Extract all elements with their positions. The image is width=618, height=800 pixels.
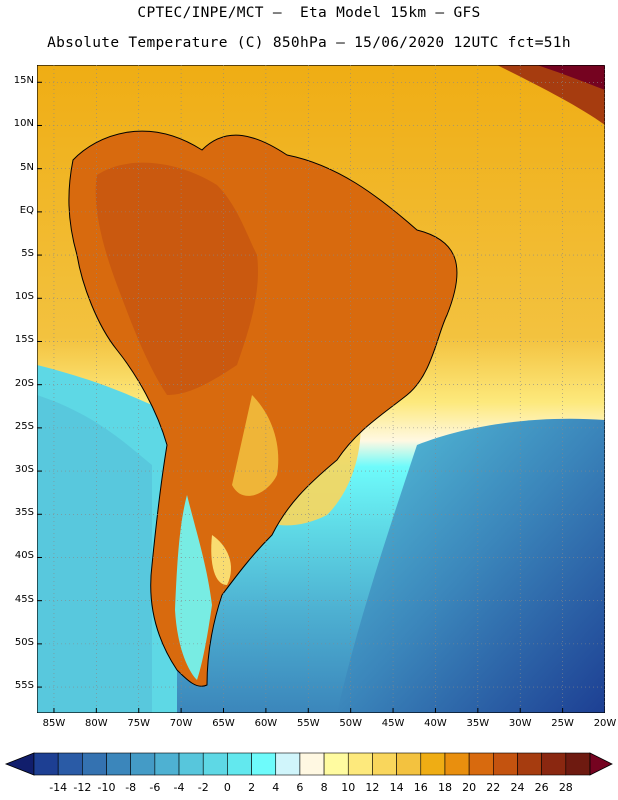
colorbar-swatch (251, 752, 277, 776)
colorbar-tick-label: 22 (486, 781, 501, 794)
amazon-warm-core (95, 162, 258, 395)
lat-tick-label: 25S (14, 420, 34, 432)
colorbar-swatch (130, 752, 156, 776)
lon-ticks (53, 708, 605, 713)
atlantic-cold-field (337, 418, 605, 713)
lon-tick-label: 25W (551, 718, 574, 729)
lat-tick-label: 15S (14, 334, 34, 346)
lon-tick-label: 30W (508, 718, 532, 729)
lon-tick-label: 65W (212, 718, 235, 729)
colorbar-tick-label: 2 (248, 781, 256, 794)
colorbar-swatch (493, 752, 518, 776)
andes-cold-field (175, 495, 212, 680)
colorbar-swatch (106, 752, 131, 776)
chart-title: CPTEC/INPE/MCT – Eta Model 15km – GFS (137, 5, 481, 21)
colorbar-tick-label: 24 (510, 781, 525, 794)
lat-tick-label: 20S (14, 377, 34, 389)
colorbar-tick-label: 28 (558, 781, 573, 794)
lon-tick-label: 60W (254, 718, 278, 729)
lat-tick-label: 40S (14, 550, 34, 562)
colorbar-swatch (372, 752, 397, 776)
colorbar-tick-label: -12 (73, 781, 92, 794)
colorbar-swatch (323, 752, 349, 776)
colorbar-tick-label: 10 (341, 781, 356, 794)
colorbar-swatch (82, 752, 107, 776)
colorbar-tick-label: 12 (365, 781, 380, 794)
colorbar-tick-label: -4 (173, 781, 185, 794)
patagonia-mild-field (211, 535, 232, 585)
lat-tick-label: 50S (14, 636, 34, 648)
colorbar-swatch (227, 752, 252, 776)
colorbar-swatch (565, 752, 591, 776)
colorbar-tick-label: 6 (296, 781, 304, 794)
colorbar-swatch (33, 752, 59, 776)
colorbar-swatch (444, 752, 470, 776)
colorbar-tick-label: -8 (125, 781, 137, 794)
colorbar-overflow-triangle (589, 752, 613, 776)
colorbar-tick-label: 8 (320, 781, 328, 794)
lon-tick-label: 45W (381, 718, 405, 729)
colorbar-tick-label: 18 (437, 781, 452, 794)
lon-tick-label: 85W (42, 718, 66, 729)
colorbar-swatch (347, 752, 373, 776)
caribbean-warm-field (497, 65, 605, 125)
colorbar-tick-label: 0 (223, 781, 231, 794)
lon-tick-label: 80W (85, 718, 108, 729)
lat-tick-label: 10N (13, 118, 34, 130)
colorbar-swatch (396, 752, 422, 776)
lon-tick-label: 40W (424, 718, 447, 729)
caribbean-hot-field (537, 65, 605, 90)
lat-tick-label: 45S (14, 593, 34, 605)
map-panel (37, 65, 605, 713)
lat-tick-label: 10S (14, 291, 34, 303)
colorbar-tick-label: -14 (49, 781, 68, 794)
south-america-outline (68, 130, 458, 687)
colorbar-swatch (154, 752, 180, 776)
lon-tick-label: 35W (466, 718, 490, 729)
colorbar-swatch (468, 752, 494, 776)
brazil-south-field (232, 395, 279, 496)
lon-tick-label: 75W (127, 718, 151, 729)
colorbar-swatch (57, 752, 83, 776)
lat-tick-label: EQ (19, 204, 34, 216)
colorbar-tick-label: 16 (413, 781, 428, 794)
colorbar-swatch (178, 752, 204, 776)
lat-ticks (37, 81, 42, 688)
lat-tick-label: 5S (21, 248, 34, 260)
colorbar-tick-label: 20 (462, 781, 477, 794)
lon-tick-label: 50W (339, 718, 362, 729)
colorbar-swatch (420, 752, 446, 776)
temperature-map (37, 65, 605, 713)
colorbar-swatch (299, 752, 325, 776)
lat-tick-label: 15N (13, 75, 34, 87)
lat-tick-label: 55S (14, 680, 34, 692)
map-gridlines (37, 65, 605, 713)
lat-tick-label: 30S (14, 464, 34, 476)
colorbar-swatch (202, 752, 228, 776)
lon-tick-label: 20W (593, 718, 617, 729)
colorbar-swatch (517, 752, 542, 776)
colorbar-tick-label: -10 (97, 781, 116, 794)
lon-tick-label: 55W (296, 718, 320, 729)
lon-tick-label: 70W (169, 718, 193, 729)
colorbar-tick-label: 26 (534, 781, 549, 794)
colorbar-tick-label: -2 (197, 781, 209, 794)
colorbar-tick-label: -6 (149, 781, 161, 794)
pacific-colder-field (37, 395, 152, 713)
colorbar-tick-label: 4 (272, 781, 280, 794)
colorbar-underflow-triangle (4, 752, 35, 776)
lat-tick-label: 35S (14, 507, 34, 519)
colorbar-tick-label: 14 (389, 781, 404, 794)
colorbar-swatch (275, 752, 301, 776)
chart-subtitle: Absolute Temperature (C) 850hPa – 15/06/… (47, 35, 571, 51)
colorbar (4, 752, 613, 776)
colorbar-swatch (541, 752, 567, 776)
lat-tick-label: 5N (20, 161, 34, 173)
